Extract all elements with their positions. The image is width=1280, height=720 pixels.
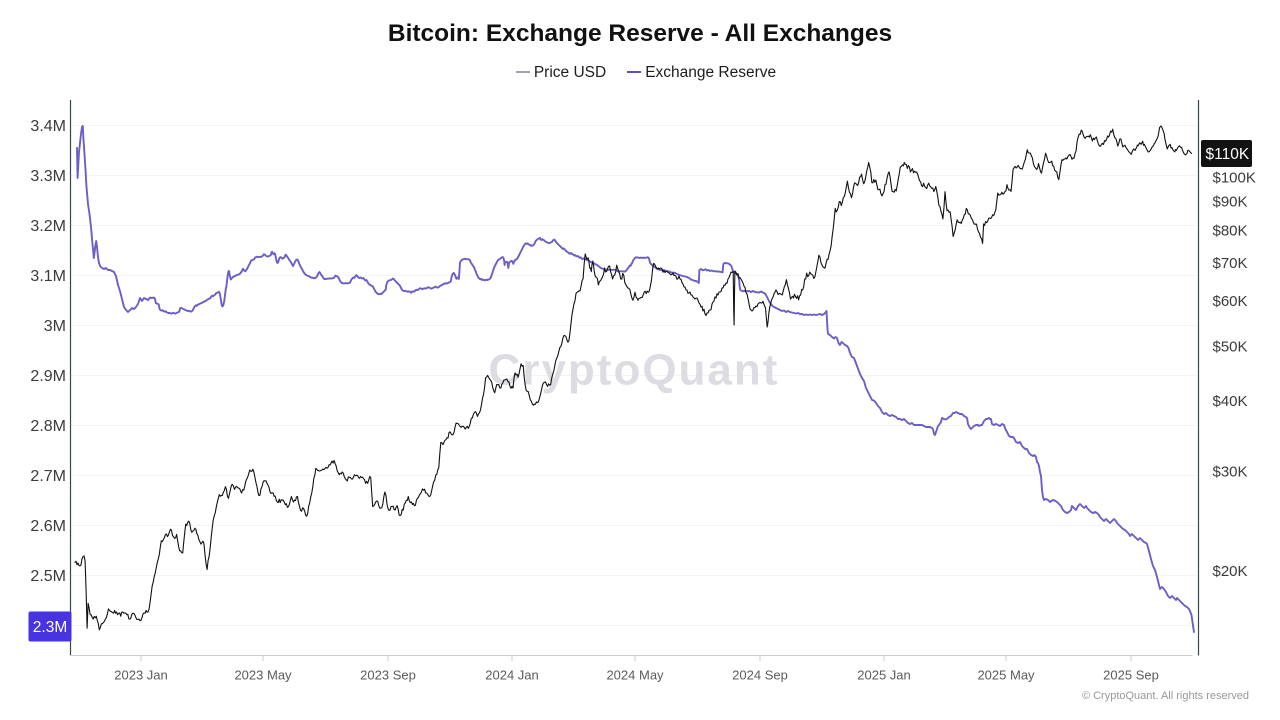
svg-text:2.3M: 2.3M (33, 619, 67, 636)
svg-text:$90K: $90K (1213, 194, 1248, 211)
svg-text:$110K: $110K (1206, 146, 1250, 163)
svg-text:$30K: $30K (1213, 464, 1248, 481)
svg-text:$80K: $80K (1213, 223, 1248, 240)
svg-text:2.6M: 2.6M (30, 518, 66, 535)
svg-text:2025 Sep: 2025 Sep (1103, 668, 1159, 683)
svg-text:3.3M: 3.3M (30, 168, 66, 185)
svg-text:2023 May: 2023 May (234, 668, 292, 683)
svg-text:2024 Jan: 2024 Jan (485, 668, 539, 683)
svg-text:2.5M: 2.5M (30, 568, 66, 585)
svg-text:3.1M: 3.1M (30, 268, 66, 285)
svg-text:2023 Sep: 2023 Sep (360, 668, 416, 683)
svg-text:2024 May: 2024 May (606, 668, 664, 683)
svg-text:2.7M: 2.7M (30, 468, 66, 485)
svg-text:3M: 3M (44, 318, 66, 335)
svg-text:$100K: $100K (1213, 169, 1256, 186)
svg-text:$20K: $20K (1213, 563, 1248, 580)
svg-text:CryptoQuant: CryptoQuant (489, 346, 780, 395)
svg-text:$60K: $60K (1213, 293, 1248, 310)
svg-text:2025 May: 2025 May (977, 668, 1035, 683)
svg-text:$50K: $50K (1213, 338, 1248, 355)
svg-text:$70K: $70K (1213, 255, 1248, 272)
svg-text:2023 Jan: 2023 Jan (114, 668, 168, 683)
svg-text:2025 Jan: 2025 Jan (857, 668, 911, 683)
svg-text:$40K: $40K (1213, 393, 1248, 410)
svg-text:2.9M: 2.9M (30, 368, 66, 385)
svg-text:3.2M: 3.2M (30, 218, 66, 235)
svg-text:3.4M: 3.4M (30, 118, 66, 135)
svg-text:2024 Sep: 2024 Sep (732, 668, 788, 683)
svg-text:2.8M: 2.8M (30, 418, 66, 435)
